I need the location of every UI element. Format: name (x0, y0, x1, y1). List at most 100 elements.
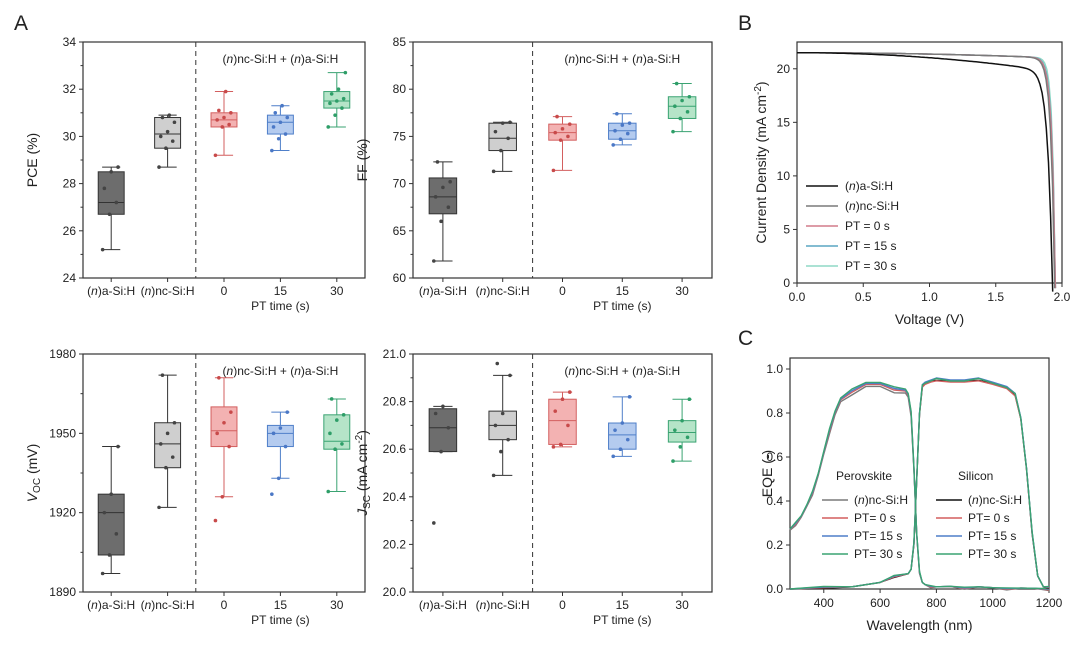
jv-curve (797, 51, 1057, 289)
x-tick-label: 15 (616, 598, 630, 612)
data-point (102, 510, 107, 515)
data-point (116, 444, 120, 449)
data-point (567, 390, 572, 394)
y-tick-label: 10 (777, 169, 791, 183)
data-point (283, 132, 288, 136)
data-point (448, 179, 452, 184)
box-a (428, 177, 458, 215)
data-point (283, 444, 288, 449)
data-point (553, 130, 558, 135)
data-point (229, 410, 233, 414)
jsc-box-chart: 20.0 20.2 20.4 20.6 20.8 21.0 (n)a-Si:H (n)nc-S… (354, 347, 713, 627)
plot-frame (82, 41, 366, 279)
data-point (500, 121, 505, 125)
data-point (441, 404, 445, 409)
x-axis-label: PT time (s) (251, 613, 309, 627)
x-axis-label: PT time (s) (593, 299, 651, 313)
data-point (172, 420, 177, 425)
data-point (158, 134, 163, 139)
data-point (160, 115, 165, 120)
x-tick-label: 0 (559, 598, 566, 612)
x-axis-label: Voltage (V) (895, 311, 964, 327)
x-tick-label: 15 (274, 284, 288, 298)
data-point (213, 153, 218, 158)
data-point (340, 106, 344, 110)
data-point (680, 98, 684, 103)
data-point (685, 110, 690, 114)
y-axis-label: Current Density (mA cm-2) (753, 81, 769, 243)
eqe-curve-chart: 400 600 800 1000 1200 0.0 0.2 0.4 0.6 0.8 1.0 Wavel… (759, 357, 1063, 633)
data-point (273, 111, 278, 115)
box-nc (488, 122, 517, 152)
x-tick-label: 800 (926, 596, 946, 610)
legend-label: PT= 0 s (968, 511, 1010, 525)
jv-curve (797, 51, 1054, 292)
data-point (432, 259, 436, 263)
jv-curve-chart: 0.0 0.5 1.0 1.5 2.0 0 5 10 15 20 Voltage (V) Curren… (753, 41, 1071, 327)
data-point (506, 136, 510, 141)
x-axis-label: Wavelength (nm) (866, 617, 972, 633)
x-axis-label: PT time (s) (251, 299, 309, 313)
x-tick-label: 0 (221, 598, 228, 612)
box-a (97, 493, 125, 556)
annotation-label: (n)nc-Si:H + (n)a-Si:H (564, 364, 680, 378)
data-point (625, 131, 630, 136)
annotation-label: (n)nc-Si:H + (n)a-Si:H (564, 52, 680, 66)
data-point (335, 99, 339, 103)
data-point (553, 409, 558, 413)
y-tick-label: 65 (393, 224, 407, 238)
data-point (114, 200, 119, 205)
data-point (678, 116, 683, 121)
jv-curve (797, 51, 1056, 289)
data-point (164, 146, 168, 150)
data-point (229, 111, 233, 115)
data-point (102, 186, 107, 191)
legend-label: (n)nc-Si:H (968, 493, 1022, 507)
y-tick-label: 0 (783, 276, 790, 290)
data-point (326, 489, 331, 494)
box-nc (154, 422, 182, 469)
legend-label: (n)nc-Si:H (845, 199, 899, 213)
y-axis-label: EQE (-) (759, 450, 775, 497)
legend-label: PT = 0 s (845, 219, 890, 233)
y-tick-label: 0.4 (766, 494, 783, 508)
data-point (441, 185, 445, 190)
data-point (673, 104, 677, 108)
data-point (223, 89, 228, 94)
data-point (678, 445, 683, 449)
y-tick-label: 21.0 (383, 347, 407, 361)
legend-label: PT= 15 s (854, 529, 902, 543)
data-point (100, 247, 105, 252)
data-point (340, 442, 344, 446)
data-point (336, 87, 341, 91)
y-tick-label: 20 (777, 62, 791, 76)
plot-frame (789, 357, 1050, 590)
x-tick-label: (n)nc-Si:H (476, 598, 530, 612)
jv-curve (797, 51, 1057, 289)
data-point (222, 115, 226, 120)
data-point (674, 81, 679, 86)
y-tick-label: 1.0 (766, 362, 783, 376)
x-tick-label: 30 (330, 284, 344, 298)
data-point (615, 111, 619, 116)
data-point (558, 138, 563, 142)
y-tick-label: 0.6 (766, 450, 783, 464)
data-point (491, 473, 496, 478)
y-tick-label: 80 (393, 82, 407, 96)
data-point (687, 94, 692, 99)
data-point (560, 127, 565, 131)
data-point (328, 101, 332, 106)
data-point (685, 435, 690, 440)
data-point (114, 532, 119, 536)
data-point (671, 459, 675, 463)
data-point (220, 125, 225, 129)
x-tick-label: 1.5 (987, 290, 1004, 304)
annotation-label: (n)nc-Si:H + (n)a-Si:H (223, 364, 339, 378)
legend-label: PT = 30 s (845, 259, 896, 273)
x-tick-label: (n)nc-Si:H (476, 284, 530, 298)
data-point (439, 219, 443, 224)
panel-letter-c: C (738, 327, 753, 350)
data-point (499, 148, 503, 153)
eqe-curve (789, 381, 1050, 590)
